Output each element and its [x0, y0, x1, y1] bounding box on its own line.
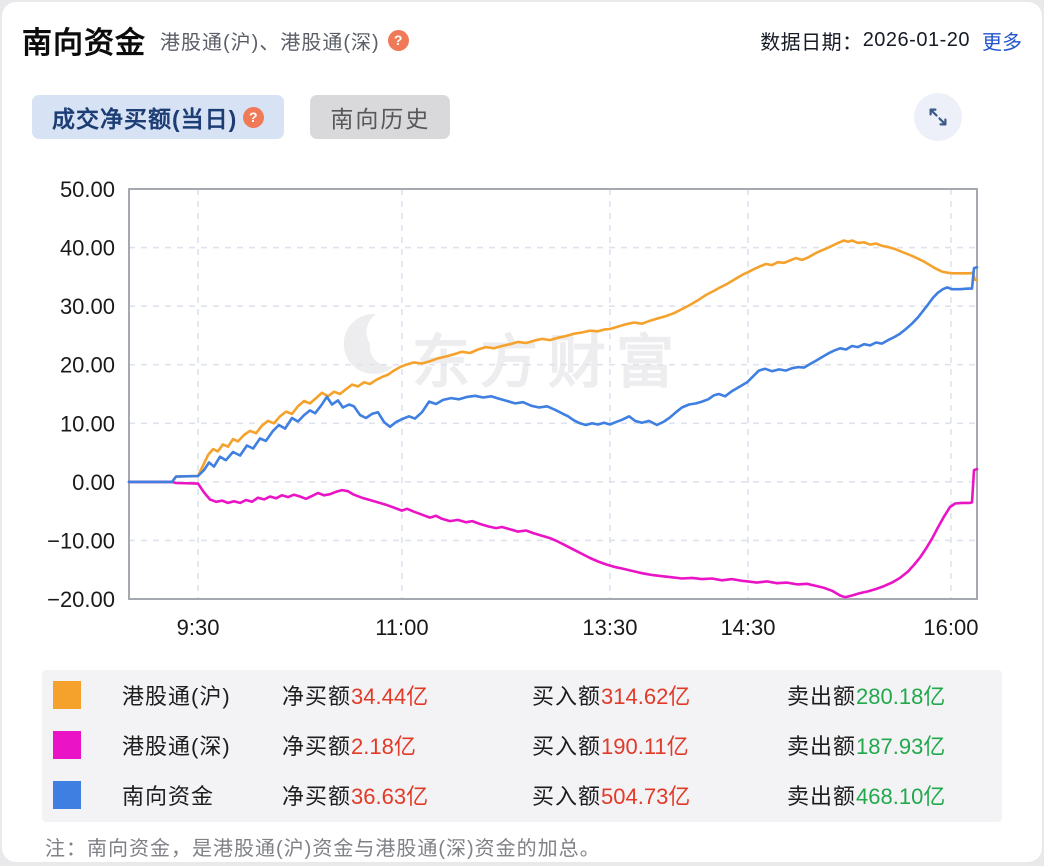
buy-amount-stat: 买入额504.73亿 [532, 779, 787, 811]
subtitle: 港股通(沪)、港股通(深) [160, 31, 380, 54]
legend-row: 港股通(沪) 净买额34.44亿 买入额314.62亿 卖出额280.18亿 [42, 670, 1002, 720]
y-tick-label: 40.00 [60, 236, 115, 261]
y-tick-label: 0.00 [72, 470, 115, 495]
net-buy-label: 净买额 [282, 684, 352, 709]
y-tick-label: −20.00 [47, 587, 115, 612]
buy-amount-value: 504.73亿 [601, 784, 691, 809]
buy-amount-label: 买入额 [532, 684, 602, 709]
buy-amount-value: 190.11亿 [601, 734, 689, 759]
sell-amount-label: 卖出额 [787, 784, 857, 809]
plot-border [128, 188, 978, 600]
more-link[interactable]: 更多 [982, 31, 1022, 54]
net-buy-label: 净买额 [282, 784, 352, 809]
net-buy-label: 净买额 [282, 734, 352, 759]
sell-amount-label: 卖出额 [787, 734, 857, 759]
help-icon[interactable]: ? [387, 29, 409, 51]
data-date-label: 数据日期： [760, 31, 863, 54]
y-tick-label: −10.00 [47, 528, 115, 553]
y-tick-label: 30.00 [60, 294, 115, 319]
sell-amount-value: 280.18亿 [856, 684, 946, 709]
tab-bar: 成交净买额(当日) ? 南向历史 [32, 95, 451, 139]
series-line-hgt_sh [127, 239, 979, 484]
footnote: 注：南向资金，是港股通(沪)资金与港股通(深)资金的加总。 [45, 838, 601, 860]
tab-net-buy-today[interactable]: 成交净买额(当日) ? [32, 95, 285, 139]
chart-canvas[interactable]: 东方财富 9:30 11:00 13:30 14:30 16:00 50.00 40.00 30… [2, 152, 1042, 664]
x-tick-label: 14:30 [720, 615, 775, 640]
legend-row: 港股通(深) 净买额2.18亿 买入额190.11亿 卖出额187.93亿 [42, 720, 1002, 770]
sell-amount-value: 187.93亿 [856, 734, 946, 759]
series-line-south_total [127, 266, 979, 484]
legend-swatch-hgt_sh [53, 681, 81, 709]
help-icon[interactable]: ? [243, 106, 265, 128]
header: 南向资金 港股通(沪)、港股通(深) ? 数据日期： 2026-01-20 更多 [22, 18, 1022, 62]
y-tick-label: 50.00 [60, 177, 115, 202]
x-tick-label: 11:00 [375, 615, 428, 640]
net-buy-value: 36.63亿 [351, 784, 429, 809]
series-line-hgt_sz [127, 467, 979, 599]
data-date-value: 2026-01-20 [862, 28, 970, 51]
legend-series-name: 港股通(沪) [122, 684, 231, 709]
watermark-eastmoney: 东方财富 [343, 313, 684, 395]
net-buy-stat: 净买额2.18亿 [282, 729, 532, 761]
y-tick-label: 20.00 [60, 353, 115, 378]
legend-swatch-south_total [53, 781, 81, 809]
net-buy-stat: 净买额36.63亿 [282, 779, 532, 811]
legend-row: 南向资金 净买额36.63亿 买入额504.73亿 卖出额468.10亿 [42, 770, 1002, 820]
sell-amount-stat: 卖出额187.93亿 [787, 729, 1002, 761]
buy-amount-label: 买入额 [532, 784, 602, 809]
svg-text:东方财富: 东方财富 [412, 330, 684, 395]
legend-series-name: 南向资金 [122, 784, 215, 809]
legend-swatch-hgt_sz [53, 731, 81, 759]
net-buy-stat: 净买额34.44亿 [282, 679, 532, 711]
expand-icon [929, 108, 947, 126]
sell-amount-value: 468.10亿 [856, 784, 946, 809]
buy-amount-label: 买入额 [532, 734, 602, 759]
sell-amount-label: 卖出额 [787, 684, 857, 709]
x-tick-label: 13:30 [582, 615, 637, 640]
x-tick-label: 16:00 [923, 615, 978, 640]
expand-button[interactable] [914, 93, 962, 141]
buy-amount-value: 314.62亿 [601, 684, 691, 709]
y-tick-label: 10.00 [60, 411, 115, 436]
x-tick-label: 9:30 [177, 615, 220, 640]
page-title: 南向资金 [22, 27, 146, 60]
eastmoney-logo-icon [343, 313, 394, 374]
buy-amount-stat: 买入额190.11亿 [532, 729, 787, 761]
buy-amount-stat: 买入额314.62亿 [532, 679, 787, 711]
sell-amount-stat: 卖出额468.10亿 [787, 779, 1002, 811]
net-buy-value: 2.18亿 [351, 734, 416, 759]
legend-series-name: 港股通(深) [122, 734, 231, 759]
legend: 港股通(沪) 净买额34.44亿 买入额314.62亿 卖出额280.18亿 港股通(深… [42, 670, 1002, 822]
tab-net-buy-today-label: 成交净买额(当日) [52, 106, 238, 132]
net-buy-value: 34.44亿 [351, 684, 429, 709]
tab-south-history[interactable]: 南向历史 [310, 95, 451, 139]
sell-amount-stat: 卖出额280.18亿 [787, 679, 1002, 711]
tab-south-history-label: 南向历史 [330, 106, 431, 132]
